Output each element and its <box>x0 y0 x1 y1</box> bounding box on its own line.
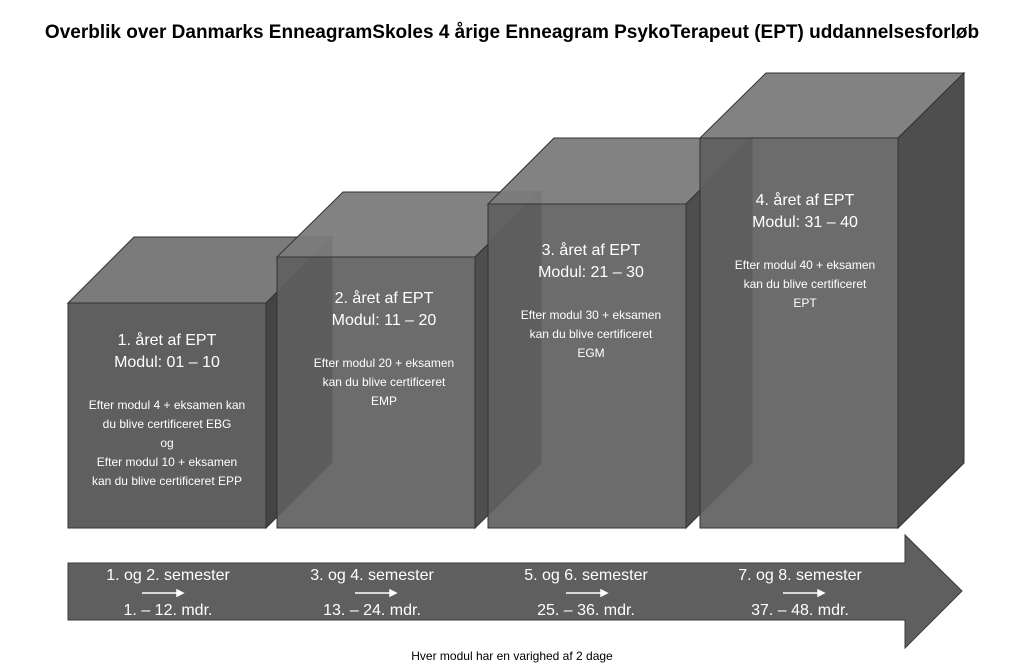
description-line: Efter modul 20 + eksamen <box>313 356 455 370</box>
box-front <box>699 137 899 529</box>
description-line: EPT <box>793 296 817 310</box>
page-title: Overblik over Danmarks EnneagramSkoles 4… <box>44 22 980 43</box>
arrow-right-icon <box>600 588 609 598</box>
year-box-2-text: 2. året af EPT Modul: 11 – 20 Efter modu… <box>285 288 483 411</box>
description-line: Efter modul 40 + eksamen <box>734 258 876 272</box>
year-label: 2. året af EPT <box>334 290 434 307</box>
year-box-4 <box>698 71 966 530</box>
year-box-4-text: 4. året af EPT Modul: 31 – 40 Efter modu… <box>706 190 904 313</box>
semester-label: 3. og 4. semester <box>310 567 434 584</box>
timeline-arrow <box>67 533 963 650</box>
description-line: Efter modul 10 + eksamen <box>96 455 238 469</box>
months-label: 25. – 36. mdr. <box>537 602 635 619</box>
year-label: 3. året af EPT <box>541 242 641 259</box>
year-box-1-text: 1. året af EPT Modul: 01 – 10 Efter modu… <box>68 330 266 491</box>
module-label: Modul: 01 – 10 <box>114 354 220 371</box>
arrow-right-icon <box>389 588 398 598</box>
box-front <box>67 302 267 529</box>
box-side <box>897 71 965 530</box>
semester-label: 1. og 2. semester <box>106 567 230 584</box>
year-label: 4. året af EPT <box>755 192 855 209</box>
description-line: EMP <box>370 394 397 408</box>
module-label: Modul: 11 – 20 <box>331 312 437 329</box>
year-label: 1. året af EPT <box>117 332 217 349</box>
description-line: og <box>160 436 174 450</box>
description-line: Efter modul 4 + eksamen kan <box>88 398 246 412</box>
semester-label: 7. og 8. semester <box>738 567 862 584</box>
box-front <box>276 256 476 529</box>
description-line: du blive certificeret EBG <box>102 417 232 431</box>
description-line: Efter modul 30 + eksamen <box>520 308 662 322</box>
description-line: kan du blive certificeret <box>529 327 653 341</box>
arrow-right-icon <box>817 588 826 598</box>
footer-note: Hver modul har en varighed af 2 dage <box>411 649 613 663</box>
arrow-right-icon <box>176 588 185 598</box>
timeline-small-arrows <box>142 588 826 598</box>
months-label: 1. – 12. mdr. <box>123 602 213 619</box>
box-front <box>487 203 687 529</box>
months-label: 13. – 24. mdr. <box>323 602 421 619</box>
semester-label: 5. og 6. semester <box>524 567 648 584</box>
module-label: Modul: 31 – 40 <box>752 214 858 231</box>
year-box-3-text: 3. året af EPT Modul: 21 – 30 Efter modu… <box>492 240 690 363</box>
description-line: kan du blive certificeret EPP <box>91 474 243 488</box>
description-line: kan du blive certificeret <box>743 277 867 291</box>
description-line: EGM <box>577 346 605 360</box>
description-line: kan du blive certificeret <box>322 375 446 389</box>
module-label: Modul: 21 – 30 <box>538 264 644 281</box>
months-label: 37. – 48. mdr. <box>751 602 849 619</box>
